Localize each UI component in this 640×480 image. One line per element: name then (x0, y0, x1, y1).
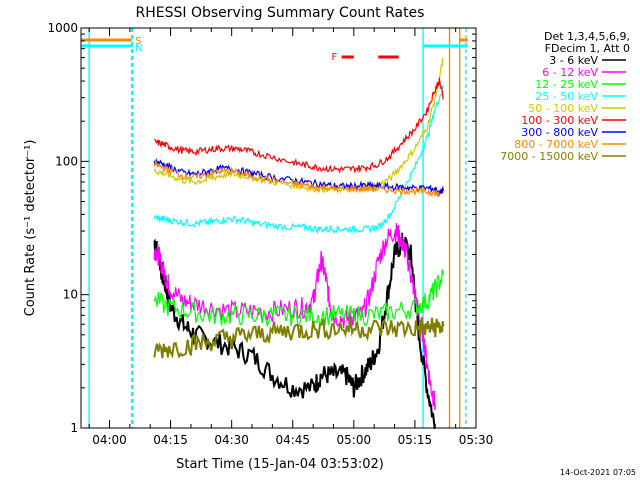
legend-label: 6 - 12 keV (542, 66, 598, 79)
plot-layer: SN F (81, 28, 468, 429)
series-line-300-800kev (153, 157, 444, 197)
x-tick-label: 05:30 (459, 433, 494, 447)
x-tick-label: 04:45 (275, 433, 310, 447)
x-axis-label: Start Time (15-Jan-04 03:53:02) (176, 457, 384, 472)
series-line-6-12kev (153, 223, 436, 411)
legend-label: 300 - 800 keV (521, 126, 598, 139)
legend-header-1: Det 1,3,4,5,6,9, (544, 30, 630, 43)
legend-label: 12 - 25 keV (535, 78, 598, 91)
legend-label: 50 - 100 keV (528, 102, 598, 115)
flag-label: N (135, 43, 142, 54)
x-tick-label: 05:00 (337, 433, 372, 447)
legend-label: 3 - 6 keV (549, 54, 598, 67)
x-tick-label: 04:00 (92, 433, 127, 447)
series-line-800-7000kev (154, 161, 440, 198)
plot-frame (80, 27, 477, 429)
series-line-50-100kev (153, 57, 444, 194)
y-tick-label: 10 (63, 288, 78, 302)
series-line-3-6kev (153, 232, 436, 429)
chart-title: RHESSI Observing Summary Count Rates (136, 5, 425, 21)
axis-layer: 1 10 100 1000 04:00 04:15 04:30 04:45 05:00 05:15… (47, 21, 493, 447)
x-tick-label: 05:15 (398, 433, 433, 447)
x-tick-label: 04:30 (214, 433, 249, 447)
y-axis-label: Count Rate (s⁻¹ detector⁻¹) (23, 140, 38, 317)
y-tick-label: 1000 (47, 21, 78, 35)
flag-label: S (135, 36, 141, 47)
y-tick-label: 100 (55, 154, 78, 168)
legend-label: 7000 - 15000 keV (500, 150, 598, 163)
footer-timestamp: 14-Oct-2021 07:05 (560, 468, 636, 477)
x-tick-label: 04:15 (153, 433, 188, 447)
legend-label: 25 - 50 keV (535, 90, 598, 103)
series-line-100-300kev (154, 77, 444, 174)
series-line-7000-15000kev (153, 316, 445, 359)
flag-label: F (331, 52, 337, 63)
legend-label: 100 - 300 keV (521, 114, 598, 127)
legend-label: 800 - 7000 keV (514, 138, 598, 151)
legend-header-2: FDecim 1, Att 0 (545, 42, 630, 55)
y-tick-label: 1 (70, 421, 78, 435)
